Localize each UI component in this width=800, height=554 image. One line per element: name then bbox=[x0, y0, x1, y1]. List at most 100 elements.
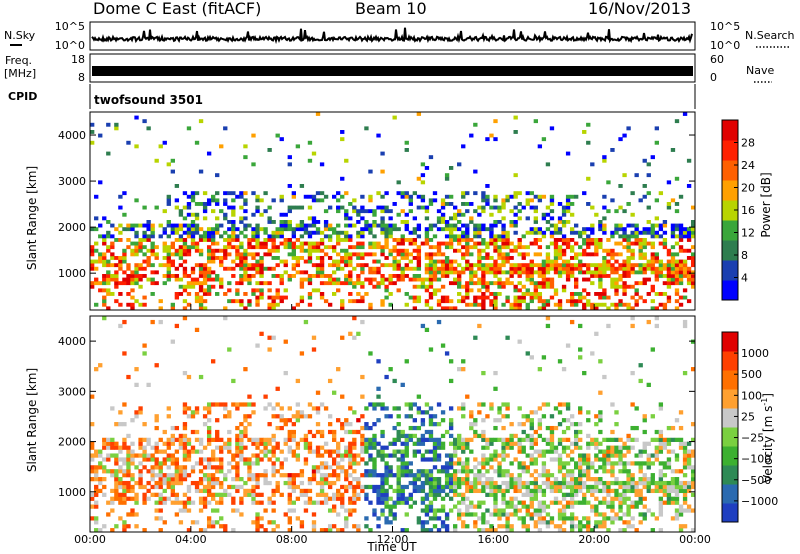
power-cell-592 bbox=[259, 274, 264, 278]
power-cell-326 bbox=[190, 212, 196, 217]
power-cell-1020 bbox=[380, 151, 385, 156]
velocity-cell-795 bbox=[323, 465, 329, 470]
velocity-cell-1636 bbox=[533, 496, 538, 501]
velocity-cell-1165 bbox=[420, 441, 426, 446]
power-cell-1273 bbox=[448, 270, 454, 275]
power-cell-150 bbox=[138, 277, 143, 282]
power-cell-1009 bbox=[380, 248, 385, 253]
velocity-cell-1134 bbox=[412, 433, 417, 439]
velocity-cell-525 bbox=[243, 492, 248, 497]
power-cell-2122 bbox=[658, 266, 664, 271]
power-cell-883 bbox=[344, 252, 349, 257]
velocity-cell-1319 bbox=[457, 480, 462, 486]
velocity-cell-515 bbox=[239, 457, 244, 462]
power-cell-909 bbox=[348, 202, 353, 206]
power-cell-2118 bbox=[658, 302, 664, 307]
power-cell-698 bbox=[291, 274, 296, 278]
power-cell-1789 bbox=[569, 295, 575, 300]
power-cell-537 bbox=[243, 155, 248, 160]
velocity-cell-1726 bbox=[553, 449, 559, 454]
power-cell-1935 bbox=[610, 284, 615, 289]
velocity-cell-1072 bbox=[396, 433, 401, 439]
power-cell-511 bbox=[239, 241, 244, 246]
velocity-cell-1005 bbox=[380, 477, 385, 482]
velocity-cell-2175 bbox=[666, 457, 672, 462]
velocity-cell-880 bbox=[348, 473, 353, 478]
velocity-cell-1442 bbox=[485, 441, 490, 446]
power-cell-1614 bbox=[525, 216, 530, 221]
velocity-cell-755 bbox=[311, 449, 317, 454]
power-cell-2090 bbox=[650, 266, 655, 271]
velocity-cell-1468 bbox=[493, 484, 498, 490]
velocity-cell-228 bbox=[158, 480, 163, 486]
velocity-cell-1569 bbox=[517, 461, 522, 466]
power-cell-422 bbox=[215, 248, 220, 253]
power-cell-2180 bbox=[674, 274, 680, 278]
power-cell-1139 bbox=[416, 277, 422, 282]
power-cell-2139 bbox=[662, 238, 668, 242]
power-cell-862 bbox=[340, 306, 345, 311]
velocity-cell-1904 bbox=[594, 453, 599, 458]
power-cell-824 bbox=[327, 281, 333, 286]
power-cell-335 bbox=[194, 263, 200, 268]
power-cell-1864 bbox=[590, 274, 595, 278]
velocity-cell-114 bbox=[122, 422, 127, 427]
velocity-cell-278 bbox=[174, 500, 180, 505]
power-cell-776 bbox=[311, 220, 317, 224]
velocity-cell-1291 bbox=[448, 425, 454, 431]
power-cell-1573 bbox=[517, 302, 522, 307]
power-cell-493 bbox=[235, 252, 240, 257]
power-cell-2141 bbox=[662, 223, 668, 228]
velocity-cell-1929 bbox=[602, 520, 607, 525]
power-cell-1048 bbox=[388, 223, 393, 228]
power-cell-764 bbox=[307, 205, 313, 210]
power-cell-1930 bbox=[606, 248, 611, 253]
power-cell-661 bbox=[279, 241, 284, 246]
power-cell-90 bbox=[118, 256, 123, 260]
power-cell-1584 bbox=[517, 241, 522, 246]
power-cell-1067 bbox=[396, 266, 401, 271]
power-cell-610 bbox=[263, 227, 268, 232]
power-cell-2081 bbox=[646, 205, 651, 210]
velocity-cell-161 bbox=[138, 477, 143, 482]
power-cell-814 bbox=[323, 274, 329, 278]
velocity-cell-1688 bbox=[545, 512, 551, 517]
velocity-cell-701 bbox=[295, 484, 301, 490]
power-cell-912 bbox=[352, 281, 357, 286]
velocity-cell-2048 bbox=[630, 477, 635, 482]
power-cell-746 bbox=[303, 223, 309, 228]
velocity-cell-147 bbox=[134, 524, 139, 529]
velocity-cell-1116 bbox=[408, 473, 413, 478]
velocity-cell-993 bbox=[376, 402, 381, 407]
power-cell-246 bbox=[170, 227, 175, 232]
velocity-cell-239 bbox=[162, 496, 167, 501]
power-cell-1997 bbox=[626, 306, 631, 311]
velocity-cell-1008 bbox=[380, 453, 385, 458]
velocity-cell-832 bbox=[336, 492, 341, 497]
velocity-cell-298 bbox=[178, 469, 184, 474]
velocity-cell-635 bbox=[271, 335, 276, 340]
power-cell-1014 bbox=[380, 220, 385, 224]
power-cell-797 bbox=[319, 292, 325, 296]
power-y-tick-label-1: 2000 bbox=[58, 221, 86, 234]
velocity-cell-1277 bbox=[444, 351, 450, 356]
power-cell-772 bbox=[311, 245, 317, 250]
velocity-cell-1481 bbox=[497, 512, 502, 517]
velocity-cell-1376 bbox=[469, 437, 474, 442]
power-cell-2137 bbox=[662, 245, 668, 250]
power-cell-589 bbox=[259, 292, 264, 296]
velocity-cell-830 bbox=[336, 512, 341, 517]
power-cell-83 bbox=[114, 122, 119, 127]
velocity-cell-234 bbox=[158, 449, 163, 454]
power-cell-1205 bbox=[432, 288, 438, 293]
power-cell-1948 bbox=[614, 306, 619, 311]
power-cell-1250 bbox=[440, 198, 446, 203]
velocity-cell-1337 bbox=[461, 477, 466, 482]
power-cell-1300 bbox=[453, 212, 458, 217]
velocity-cell-1040 bbox=[388, 469, 393, 474]
velocity-cell-15 bbox=[94, 516, 99, 521]
power-cell-1515 bbox=[501, 230, 506, 235]
power-cell-1866 bbox=[590, 263, 595, 268]
power-cell-406 bbox=[211, 259, 216, 264]
velocity-cell-829 bbox=[336, 528, 341, 533]
